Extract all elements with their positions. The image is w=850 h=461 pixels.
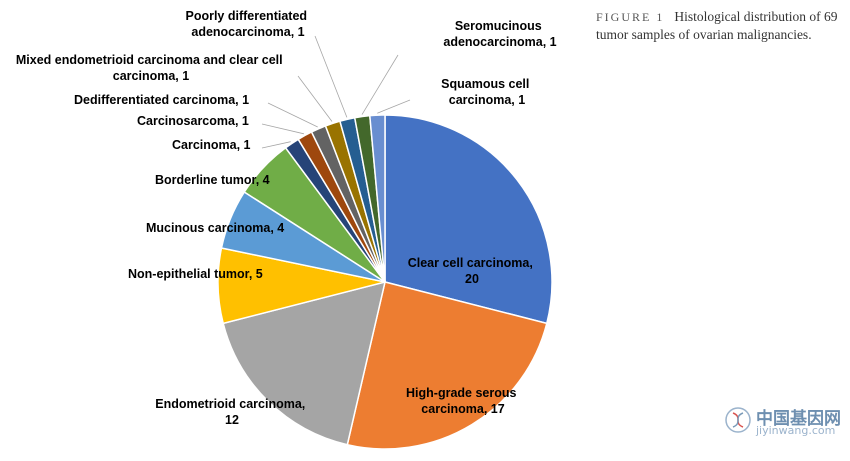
pie-slice-clear-cell-carcinoma xyxy=(384,114,553,325)
label-mucinous: Mucinous carcinoma, 4 xyxy=(146,221,284,235)
watermark-chinese: 中国基因网 xyxy=(756,409,841,429)
watermark-url: jiyinwang.com xyxy=(756,424,836,437)
dna-circle-icon xyxy=(725,407,751,433)
leader-line xyxy=(261,141,291,149)
pie-slice-endometrioid-carcinoma xyxy=(222,280,387,446)
label-carcinoma: Carcinoma, 1 xyxy=(172,138,251,152)
watermark: 中国基因网 jiyinwang.com xyxy=(722,404,842,440)
pie-slice-high-grade-serous-carcinoma xyxy=(346,281,548,450)
leader-line xyxy=(297,75,333,122)
pie-slice-squamous-cell-carcinoma xyxy=(368,114,386,283)
figure-caption-text: Histological distribution of 69 tumor sa… xyxy=(596,9,838,42)
figure-caption: FIGURE 1 Histological distribution of 69 … xyxy=(596,8,846,43)
pie-slices xyxy=(217,114,553,450)
label-poorly-differentiated: Poorly differentiated adenocarcinoma, 1 xyxy=(185,9,310,39)
leader-line xyxy=(314,35,348,118)
label-clear-cell: Clear cell carcinoma, 20 xyxy=(408,256,537,286)
label-endometrioid: Endometrioid carcinoma, 12 xyxy=(155,397,309,427)
label-non-epithelial: Non-epithelial tumor, 5 xyxy=(128,267,263,281)
leader-line xyxy=(361,54,399,115)
leader-lines xyxy=(261,35,411,149)
label-squamous: Squamous cell carcinoma, 1 xyxy=(441,77,533,107)
leader-line xyxy=(261,123,304,135)
label-mixed: Mixed endometrioid carcinoma and clear c… xyxy=(16,53,286,83)
leader-line xyxy=(377,99,411,114)
label-high-grade-serous: High-grade serous carcinoma, 17 xyxy=(406,386,520,416)
figure-number: FIGURE 1 xyxy=(596,10,665,24)
label-dedifferentiated: Dedifferentiated carcinoma, 1 xyxy=(74,93,249,107)
label-carcinosarcoma: Carcinosarcoma, 1 xyxy=(137,114,249,128)
leader-line xyxy=(267,102,318,128)
label-borderline: Borderline tumor, 4 xyxy=(155,173,270,187)
label-seromucinous: Seromucinous adenocarcinoma, 1 xyxy=(443,19,556,49)
